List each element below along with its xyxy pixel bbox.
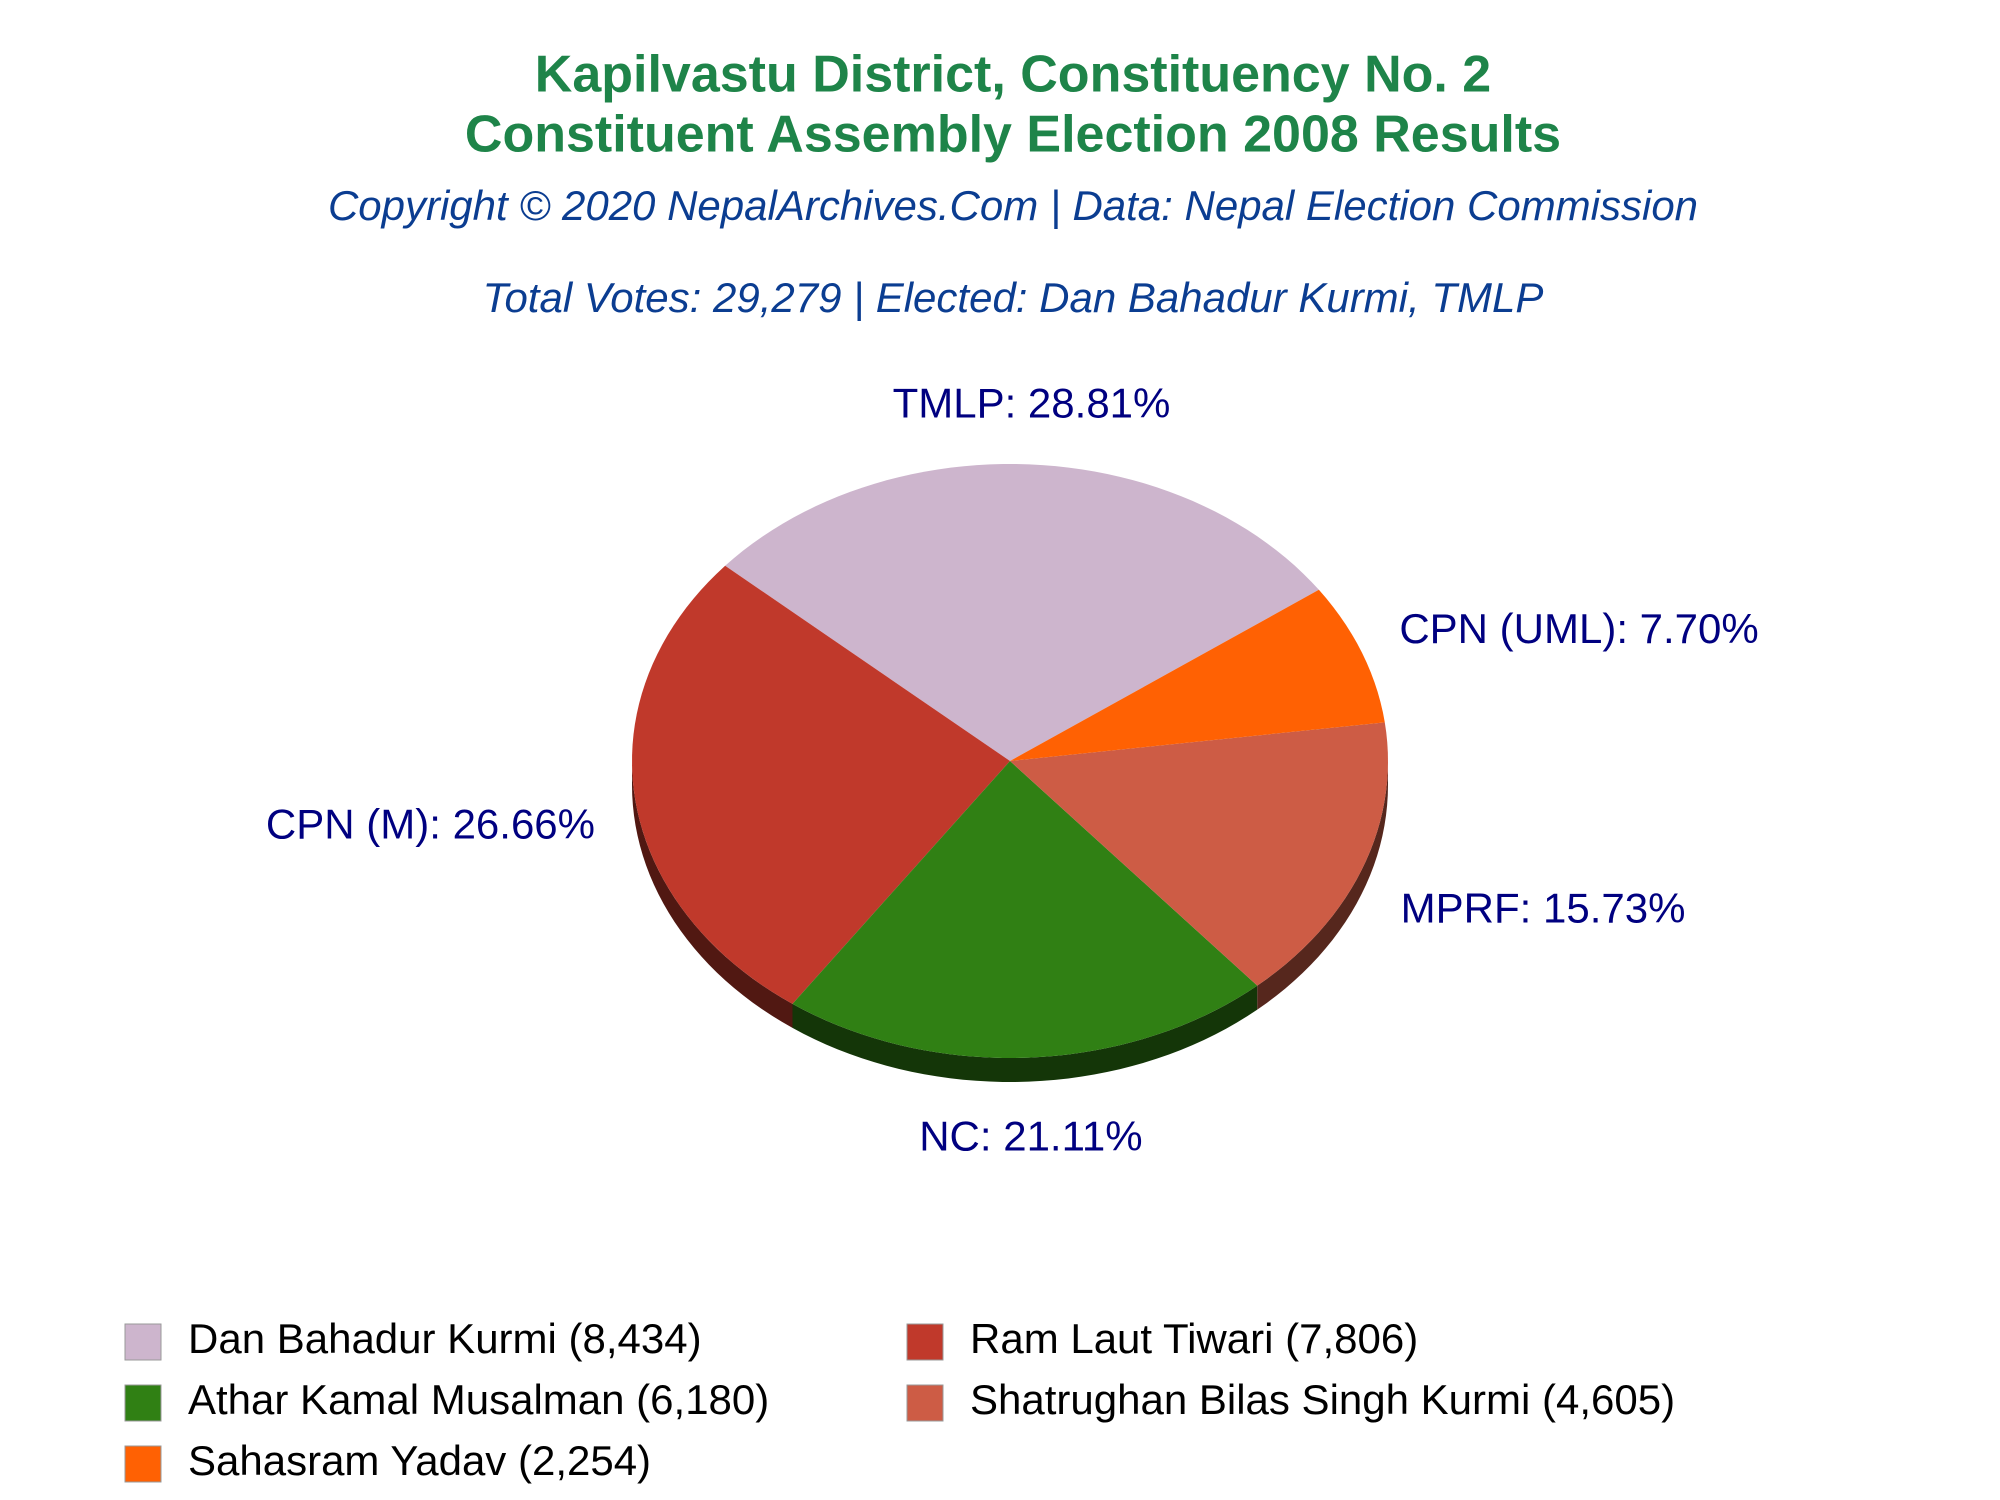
legend-swatch: [906, 1323, 944, 1361]
legend-swatch: [906, 1384, 944, 1422]
chart-title: Constituent Assembly Election 2008 Resul…: [465, 106, 1561, 164]
pie-slice: [632, 565, 1010, 1004]
chart-note: Total Votes: 29,279 | Elected: Dan Bahad…: [483, 274, 1544, 322]
legend-label: Athar Kamal Musalman (6,180): [188, 1376, 769, 1423]
legend-swatch: [124, 1445, 162, 1483]
data-label: CPN (M): 26.66%: [266, 801, 595, 848]
chart-title: Kapilvastu District, Constituency No. 2: [535, 46, 1491, 104]
legend-label: Dan Bahadur Kurmi (8,434): [188, 1315, 702, 1362]
slice-side: [792, 985, 1258, 1082]
data-label: TMLP: 28.81%: [893, 380, 1171, 427]
pie-slice: [725, 464, 1319, 761]
pie-slice: [1010, 722, 1388, 986]
chart-subtitle: Copyright © 2020 NepalArchives.Com | Dat…: [328, 182, 1698, 230]
data-label: NC: 21.11%: [919, 1113, 1142, 1160]
pie-slice: [1010, 589, 1385, 761]
legend-label: Shatrughan Bilas Singh Kurmi (4,605): [970, 1376, 1675, 1423]
slice-side: [1257, 761, 1388, 1010]
data-label: MPRF: 15.73%: [1401, 884, 1686, 931]
legend-label: Ram Laut Tiwari (7,806): [970, 1315, 1418, 1362]
legend-swatch: [124, 1384, 162, 1422]
legend-label: Sahasram Yadav (2,254): [188, 1437, 651, 1484]
slice-side: [632, 761, 793, 1028]
pie-slice: [792, 761, 1258, 1058]
legend-swatch: [124, 1323, 162, 1361]
data-label: CPN (UML): 7.70%: [1399, 605, 1758, 652]
